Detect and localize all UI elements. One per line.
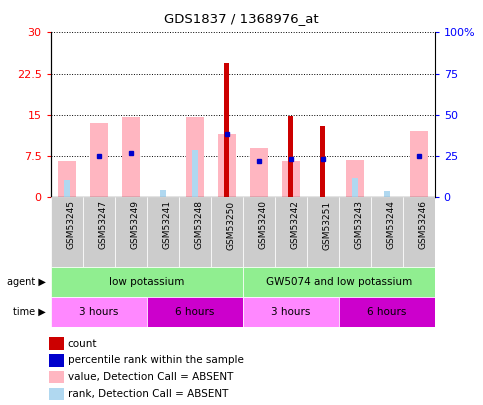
Bar [49, 371, 64, 384]
Bar [115, 197, 147, 267]
Bar [282, 161, 299, 197]
Text: GSM53251: GSM53251 [323, 200, 332, 249]
Bar [339, 197, 371, 267]
Bar [243, 267, 435, 297]
Text: low potassium: low potassium [109, 277, 185, 287]
Text: GSM53243: GSM53243 [355, 200, 364, 249]
Text: 6 hours: 6 hours [175, 307, 214, 317]
Bar [147, 297, 243, 327]
Text: GSM53247: GSM53247 [99, 200, 108, 249]
Text: GSM53248: GSM53248 [195, 200, 204, 249]
Bar [179, 197, 211, 267]
Bar [224, 62, 229, 197]
Bar [211, 197, 243, 267]
Bar [403, 197, 435, 267]
Text: GSM53250: GSM53250 [227, 200, 236, 249]
Bar [410, 131, 427, 197]
Bar [243, 297, 339, 327]
Bar [147, 197, 179, 267]
Text: GSM53246: GSM53246 [419, 200, 428, 249]
Bar [339, 297, 435, 327]
Bar [320, 126, 325, 197]
Bar [58, 161, 75, 197]
Text: agent ▶: agent ▶ [7, 277, 46, 287]
Bar [64, 181, 70, 197]
Bar [371, 197, 403, 267]
Bar [51, 197, 83, 267]
Text: count: count [68, 339, 97, 349]
Bar [243, 197, 275, 267]
Bar [51, 297, 147, 327]
Text: 3 hours: 3 hours [271, 307, 311, 317]
Bar [83, 197, 115, 267]
Text: percentile rank within the sample: percentile rank within the sample [68, 355, 243, 365]
Bar [346, 160, 364, 197]
Text: GSM53244: GSM53244 [387, 200, 396, 249]
Text: 6 hours: 6 hours [367, 307, 406, 317]
Bar [49, 354, 64, 367]
Bar [250, 147, 268, 197]
Bar [159, 190, 166, 197]
Bar [90, 123, 108, 197]
Text: GW5074 and low potassium: GW5074 and low potassium [266, 277, 412, 287]
Text: GSM53245: GSM53245 [67, 200, 76, 249]
Bar [275, 197, 307, 267]
Text: GSM53249: GSM53249 [131, 200, 140, 249]
Bar [122, 117, 140, 197]
Bar [307, 197, 339, 267]
Bar [192, 150, 198, 197]
Bar [49, 337, 64, 350]
Bar [49, 388, 64, 400]
Text: 3 hours: 3 hours [79, 307, 118, 317]
Text: rank, Detection Call = ABSENT: rank, Detection Call = ABSENT [68, 389, 228, 399]
Bar [288, 116, 293, 197]
Bar [218, 134, 236, 197]
Text: GSM53242: GSM53242 [291, 200, 300, 249]
Bar [186, 117, 203, 197]
Text: GDS1837 / 1368976_at: GDS1837 / 1368976_at [164, 12, 319, 25]
Text: value, Detection Call = ABSENT: value, Detection Call = ABSENT [68, 372, 233, 382]
Text: GSM53241: GSM53241 [163, 200, 172, 249]
Text: time ▶: time ▶ [13, 307, 46, 317]
Text: GSM53240: GSM53240 [259, 200, 268, 249]
Bar [51, 267, 243, 297]
Bar [352, 178, 358, 197]
Bar [384, 192, 390, 197]
